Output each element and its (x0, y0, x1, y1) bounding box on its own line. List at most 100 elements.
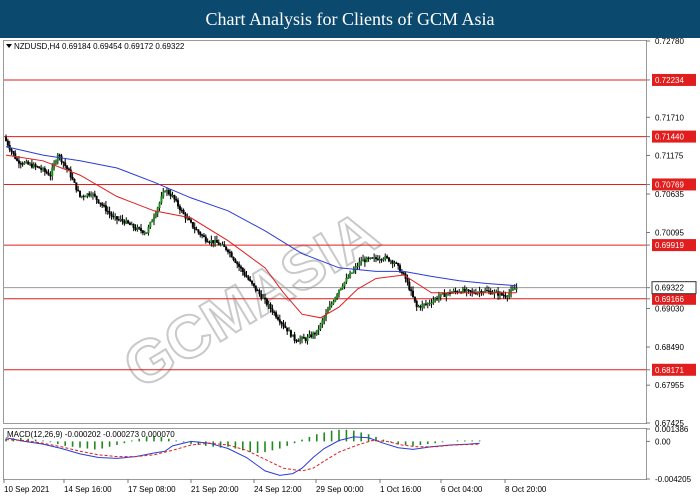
candle-body (19, 163, 22, 165)
candle-body (339, 288, 342, 291)
candle-body (463, 288, 466, 292)
candle-body (73, 178, 76, 183)
candle-body (288, 330, 291, 332)
candle-body (415, 301, 418, 307)
level-label: 0.69919 (655, 241, 684, 250)
candle-body (214, 239, 217, 244)
axis-layer: 0.72780 0.72234 0.71710 0.71440 0.71175 0.707… (3, 38, 697, 494)
candle-body (173, 195, 176, 200)
candle-body (88, 193, 91, 196)
candle-body (486, 290, 489, 292)
candle-body (271, 308, 274, 313)
candle-body (77, 189, 80, 192)
candle-body (428, 303, 431, 305)
candle-body (341, 286, 344, 289)
candle-body (439, 293, 442, 297)
candle-body (10, 149, 13, 152)
candle-body (165, 190, 168, 192)
candle-body (419, 305, 422, 308)
candle-body (93, 193, 96, 197)
candle-body (29, 163, 32, 165)
candle-body (101, 203, 104, 206)
candle-body (434, 298, 437, 301)
level-tag (652, 130, 696, 143)
x-tick-label: 14 Sep 16:00 (64, 485, 112, 494)
candle-body (254, 285, 257, 291)
candle-body (167, 190, 170, 195)
candle-body (36, 166, 39, 168)
candle-body (17, 160, 20, 164)
candle-body (47, 172, 50, 176)
candle-body (251, 280, 254, 284)
candle-body (467, 289, 470, 291)
candle-body (51, 167, 54, 177)
candle-body (399, 265, 402, 273)
candle-body (247, 276, 250, 280)
x-tick-label: 6 Oct 04:00 (441, 485, 483, 494)
candle-body (115, 216, 118, 220)
candle-body (260, 293, 263, 299)
candle-body (386, 256, 389, 258)
macd-tick-label: 0.001386 (655, 425, 689, 434)
candle-body (64, 162, 67, 166)
candle-body (189, 219, 192, 223)
candle-body (232, 257, 235, 260)
x-tick-label: 21 Sep 20:00 (191, 485, 239, 494)
candle-body (182, 210, 185, 215)
candle-body (362, 259, 365, 262)
candle-body (136, 227, 139, 230)
candle-body (164, 190, 167, 193)
candle-body (188, 217, 191, 221)
candle-body (249, 279, 252, 282)
candle-body (138, 227, 141, 229)
candle-body (226, 249, 229, 253)
candle-body (71, 176, 74, 180)
y-tick-label: 0.70095 (655, 229, 684, 238)
candle-body (286, 327, 289, 332)
candle-body (334, 297, 337, 302)
candle-body (140, 228, 143, 231)
candle-body (304, 338, 307, 341)
candle-body (297, 340, 300, 342)
candle-body (317, 329, 320, 331)
candle-body (45, 171, 48, 174)
candle-body (291, 334, 294, 337)
symbol-dropdown-icon[interactable] (6, 44, 12, 48)
candle-body (104, 205, 107, 212)
candle-body (97, 199, 100, 204)
candle-body (461, 288, 464, 293)
candle-body (256, 289, 259, 292)
candle-body (236, 262, 239, 265)
candle-body (282, 323, 285, 327)
chart-area: GCMASIA 0.727800.722340.717100.714400.71… (3, 38, 697, 494)
candle-body (293, 334, 296, 341)
level-tag (652, 363, 696, 376)
candle-body (284, 325, 287, 328)
candle-body (345, 278, 348, 283)
candle-body (69, 169, 72, 178)
candle-body (152, 216, 155, 222)
candle-body (108, 211, 111, 215)
candle-body (158, 202, 161, 209)
candle-body (154, 213, 157, 218)
candle-body (86, 193, 89, 197)
x-tick-label: 8 Oct 20:00 (505, 485, 547, 494)
candle-body (443, 292, 446, 297)
candle-body (225, 246, 228, 251)
candle-body (221, 244, 224, 246)
candle-body (262, 297, 265, 299)
candle-body (278, 319, 281, 323)
candle-body (62, 161, 65, 164)
candle-body (212, 240, 215, 244)
candle-body (276, 316, 279, 320)
page-title: Chart Analysis for Clients of GCM Asia (205, 9, 495, 29)
candle-body (215, 239, 218, 243)
candle-body (241, 268, 244, 273)
candle-body (410, 289, 413, 292)
candle-body (369, 257, 372, 259)
y-tick-label: 0.71710 (655, 113, 684, 122)
candle-body (4, 137, 7, 142)
candle-body (201, 234, 204, 236)
candle-body (177, 200, 180, 207)
candle-body (349, 273, 352, 278)
